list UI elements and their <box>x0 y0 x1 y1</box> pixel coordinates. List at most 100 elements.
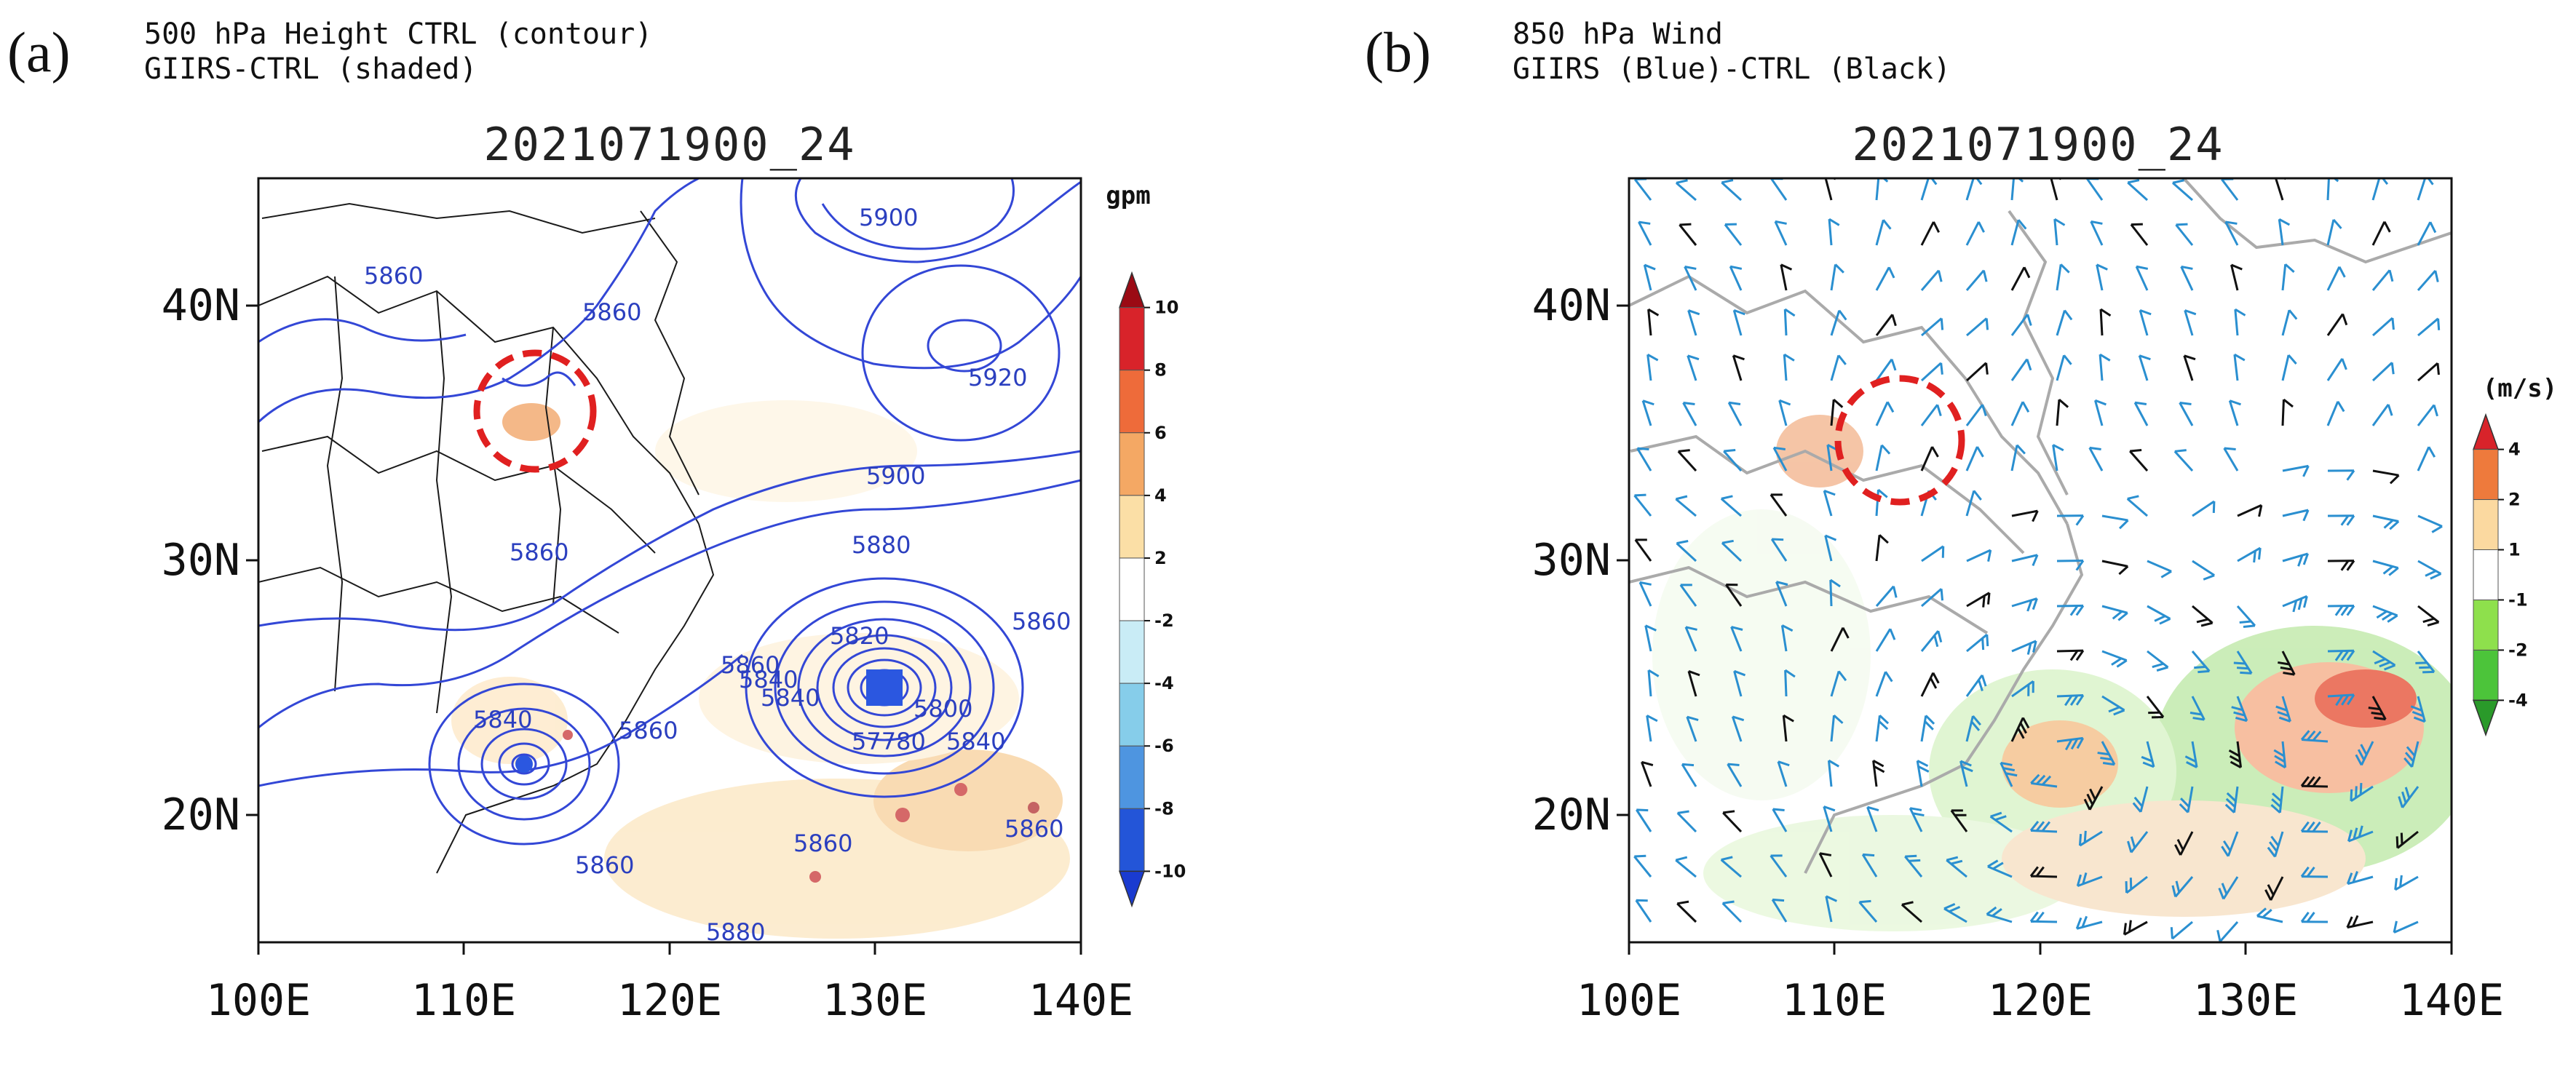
wind-barb <box>2088 447 2104 472</box>
wind-barb-flag <box>1646 715 1658 723</box>
wind-barb-flag <box>2026 359 2032 371</box>
panel-b-wind-barbs <box>1633 178 2443 942</box>
wind-barb <box>1722 811 1743 833</box>
wind-barb <box>1730 626 1743 652</box>
wind-barb-flag <box>2111 657 2123 666</box>
wind-barb <box>1858 901 1878 923</box>
wind-barb-flag <box>1784 308 1796 317</box>
wind-barb <box>1687 310 1697 336</box>
wind-barb-flag <box>2136 265 2149 270</box>
wind-barb-flag <box>1779 399 1791 406</box>
wind-barb-flag <box>2382 565 2394 575</box>
panel-b-y-tick-label: 30N <box>1532 535 1611 586</box>
wind-barb <box>1866 806 1878 832</box>
wind-barb <box>2327 693 2355 698</box>
wind-barb-flag <box>1828 759 1840 768</box>
wind-barb <box>2233 354 2239 381</box>
wind-barb-flag <box>2381 612 2393 621</box>
wind-barb-flag <box>1722 900 1735 904</box>
wind-barb-flag <box>2341 694 2350 706</box>
wind-barb-flag <box>2131 223 2143 226</box>
wind-barb-flag <box>2346 514 2355 526</box>
wind-barb-flag <box>1982 270 1988 282</box>
panel-b-y-tick-label: 40N <box>1532 280 1611 331</box>
wind-barb <box>1723 450 1743 472</box>
wind-barb-flag <box>1990 811 2002 818</box>
wind-barb-flag <box>2230 263 2243 271</box>
wind-barb-flag <box>1936 404 1942 417</box>
wind-barb-flag <box>2332 178 2339 183</box>
wind-barb-flag <box>1731 626 1743 631</box>
panel-a-x-tick-label: 120E <box>617 975 723 1026</box>
wind-barb-flag <box>1772 808 1785 812</box>
wind-barb-flag <box>2346 872 2353 885</box>
wind-barb <box>1725 584 1743 607</box>
wind-barb-flag <box>2021 717 2030 729</box>
wind-barb-flag <box>2280 667 2292 671</box>
wind-barb <box>2281 264 2287 291</box>
panel-b-x-tick-label: 100E <box>1577 975 1682 1026</box>
wind-barb-flag <box>2063 354 2072 365</box>
panel-b-title: 2021071900_24 <box>1852 118 2224 171</box>
wind-barb-flag <box>1678 449 1690 453</box>
wind-barb-flag <box>2225 220 2238 225</box>
wind-barb-flag <box>2278 661 2290 666</box>
wind-barb-flag <box>2064 739 2073 751</box>
wind-barb <box>1636 447 1652 472</box>
wind-barb-flag <box>2030 773 2040 784</box>
wind-barb <box>1920 446 1933 472</box>
wind-barb-flag <box>1986 906 1997 915</box>
panel-b-colorbar-segment <box>2473 649 2499 701</box>
wind-barb-flag <box>2016 444 2026 455</box>
wind-barb-flag <box>2437 318 2441 330</box>
wind-barb-flag <box>2142 761 2155 768</box>
wind-barb-flag <box>2433 405 2438 417</box>
wind-barb-flag <box>1931 446 1939 458</box>
wind-barb-flag <box>2346 916 2353 928</box>
wind-barb-flag <box>1834 263 1844 274</box>
wind-barb <box>2096 264 2104 291</box>
wind-barb <box>1775 581 1788 607</box>
wind-barb-flag <box>1925 715 1935 725</box>
wind-barb <box>1675 498 1697 517</box>
wind-barb-flag <box>1887 266 1895 279</box>
wind-barb <box>1770 178 1788 201</box>
wind-barb <box>2179 402 2194 426</box>
wind-barb-flag <box>2069 694 2079 706</box>
wind-barb <box>2147 605 2171 620</box>
wind-barb <box>1677 450 1697 472</box>
wind-barb <box>2221 178 2239 201</box>
wind-barb-flag <box>1683 402 1695 405</box>
wind-barb-flag <box>2017 178 2024 183</box>
panel-a-x-tick-label: 110E <box>411 975 517 1026</box>
wind-barb <box>1782 715 1788 742</box>
wind-barb <box>1921 317 1943 337</box>
panel-a-colorbar-segment <box>1119 683 1145 747</box>
panel-b-x-tick-label: 120E <box>1988 975 2093 1026</box>
wind-barb-flag <box>2347 694 2355 706</box>
wind-barb-flag <box>2346 605 2355 616</box>
wind-barb <box>2101 560 2128 568</box>
wind-barb-flag <box>2275 705 2288 712</box>
wind-barb-flag <box>2297 554 2304 567</box>
wind-barb <box>2079 830 2103 847</box>
wind-barb <box>1772 447 1788 472</box>
wind-barb <box>2171 920 2193 940</box>
wind-barb-flag <box>1937 630 1943 643</box>
wind-barb-flag <box>2411 710 2424 717</box>
wind-barb <box>2417 514 2443 528</box>
wind-barb-flag <box>2036 774 2046 785</box>
wind-barb-flag <box>2275 760 2286 769</box>
wind-barb <box>1646 354 1652 381</box>
wind-barb <box>2030 829 2058 833</box>
wind-barb <box>2056 736 2083 743</box>
wind-barb-flag <box>2069 605 2079 616</box>
wind-barb <box>2192 560 2215 576</box>
wind-barb <box>2417 560 2442 575</box>
wind-barb <box>1720 498 1742 517</box>
wind-barb-flag <box>2300 776 2310 787</box>
wind-barb <box>2301 739 2329 743</box>
wind-barb-flag <box>2127 840 2133 853</box>
wind-barb-flag <box>1961 765 1973 773</box>
wind-barb-flag <box>2302 553 2309 565</box>
